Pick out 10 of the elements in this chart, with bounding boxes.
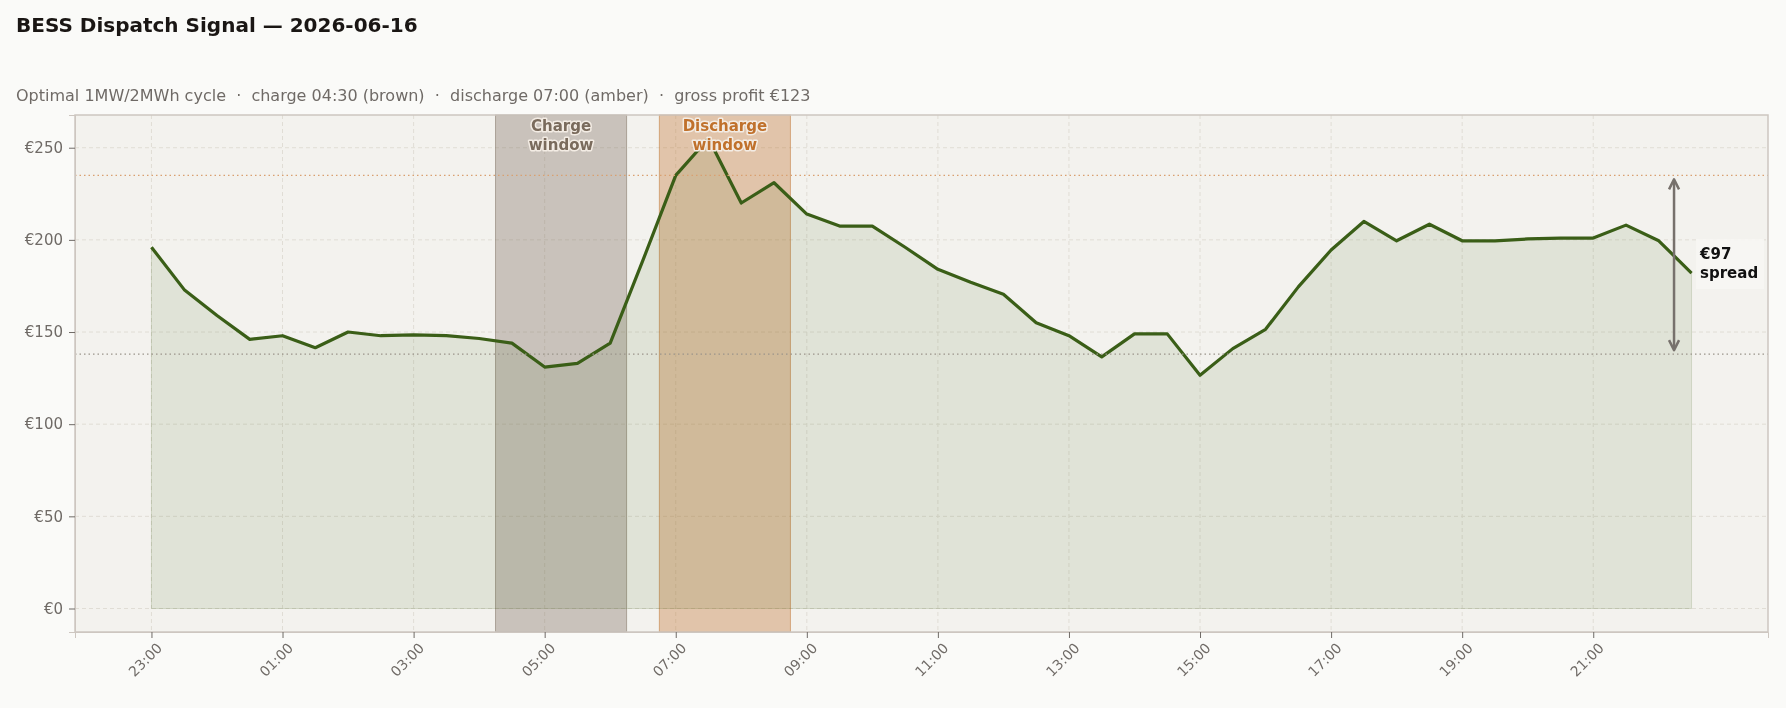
y-tick-label: €150 [24, 323, 63, 342]
annotation: €97 spread [1699, 245, 1759, 282]
band-label: Charge window [528, 117, 594, 154]
y-tick-label: €250 [24, 139, 63, 158]
y-tick-label: €50 [34, 507, 63, 526]
y-tick-label: €100 [24, 415, 63, 434]
chart-title: BESS Dispatch Signal — 2026-06-16 [16, 13, 418, 37]
y-tick-label: €200 [24, 231, 63, 250]
y-tick-label: €0 [43, 599, 63, 618]
chart-subtitle: Optimal 1MW/2MWh cycle · charge 04:30 (brown) · discharge 07:00 (amber) · gross profit €123 [16, 86, 811, 105]
